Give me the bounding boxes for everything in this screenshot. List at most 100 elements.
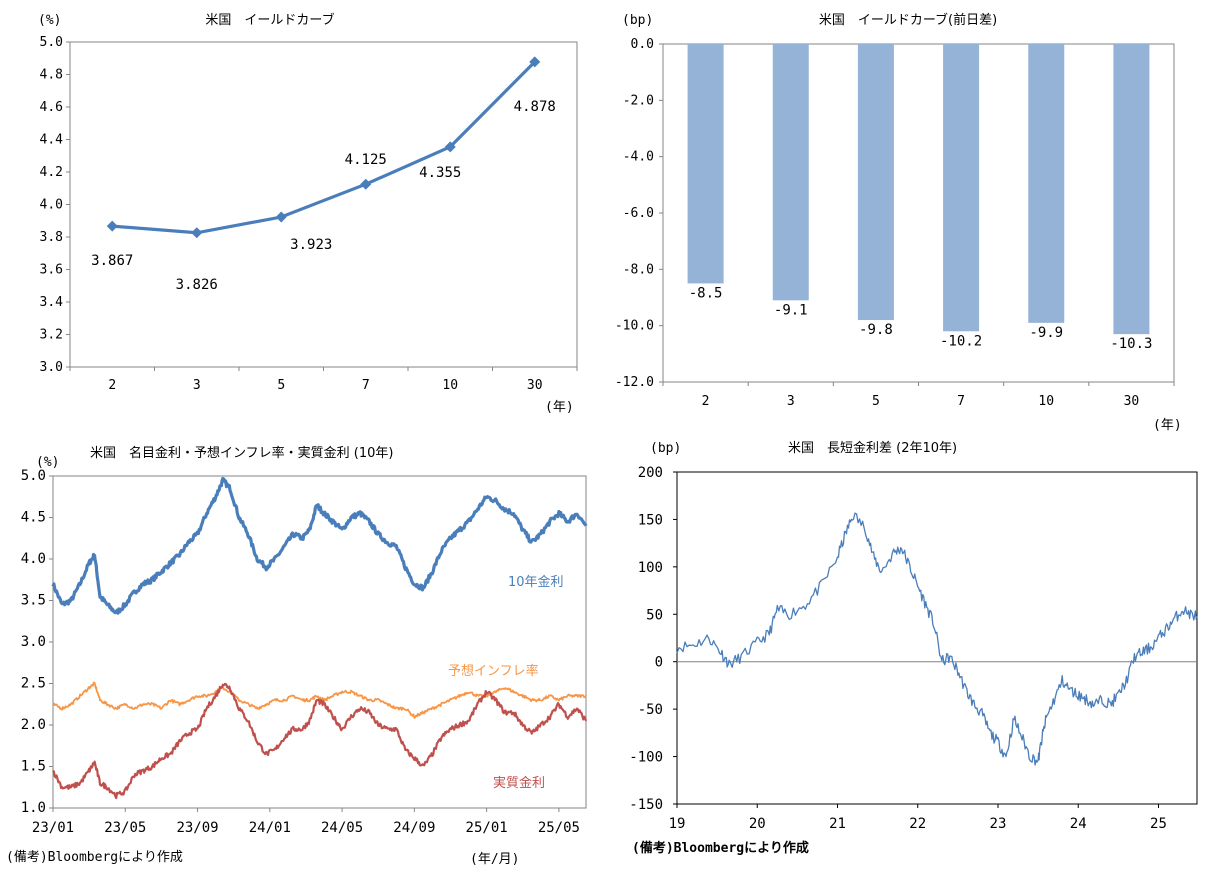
yield-curve-point bbox=[360, 178, 372, 190]
spread-y-tick-label: 200 bbox=[638, 465, 663, 481]
yield-curve-y-tick-label: 3.8 bbox=[40, 230, 63, 245]
spread-x-tick-label: 20 bbox=[749, 816, 766, 832]
yield-curve-y-unit: (%) bbox=[38, 13, 61, 28]
real-rate-line bbox=[52, 682, 588, 800]
yield-curve-point bbox=[275, 211, 287, 223]
daily-change-bar bbox=[687, 44, 724, 284]
daily-change-bar bbox=[772, 44, 809, 301]
yield-curve-data-label: 4.125 bbox=[345, 152, 387, 168]
daily-change-x-tick-label: 10 bbox=[1038, 394, 1054, 409]
daily-change-y-tick-label: -4.0 bbox=[623, 150, 654, 165]
rates-x-tick-label: 24/05 bbox=[321, 820, 363, 836]
rates-x-tick-label: 23/09 bbox=[176, 820, 218, 836]
daily-change-data-label: -9.1 bbox=[774, 302, 808, 318]
spread-y-tick-label: 0 bbox=[655, 655, 663, 671]
spread-y-unit: (bp) bbox=[650, 441, 681, 456]
rates-x-tick-label: 25/05 bbox=[538, 820, 580, 836]
real-rate-annotation: 実質金利 bbox=[493, 775, 545, 791]
rates-y-unit: (%) bbox=[36, 455, 59, 470]
spread-y-tick-label: 150 bbox=[638, 512, 663, 528]
yield-curve-point bbox=[444, 141, 456, 153]
source-note-right: (備考)Bloombergにより作成 bbox=[632, 841, 809, 856]
yield-curve-data-label: 3.826 bbox=[176, 277, 218, 293]
daily-change-data-label: -10.2 bbox=[940, 333, 982, 349]
rates-y-tick-label: 4.5 bbox=[21, 510, 46, 526]
yield-curve-data-label: 4.355 bbox=[419, 165, 461, 181]
rates-plot-frame bbox=[52, 475, 587, 809]
yield-curve-y-tick-label: 5.0 bbox=[40, 35, 63, 50]
yield-curve-data-label: 3.867 bbox=[91, 253, 133, 269]
yield-curve-y-tick-label: 3.6 bbox=[40, 263, 63, 278]
rates-x-tick-label: 25/01 bbox=[466, 820, 508, 836]
daily-change-x-tick-label: 2 bbox=[702, 394, 710, 409]
yield-curve-y-tick-label: 4.8 bbox=[40, 68, 63, 83]
rates-x-tick-label: 23/01 bbox=[32, 820, 74, 836]
yield-curve-line bbox=[112, 60, 536, 235]
rates-y-tick-label: 3.0 bbox=[21, 634, 46, 650]
daily-change-y-tick-label: -8.0 bbox=[623, 262, 654, 277]
yield-curve-x-unit: (年) bbox=[545, 400, 574, 415]
daily-change-title: 米国 イールドカーブ(前日差) bbox=[819, 12, 997, 28]
daily-change-x-tick-label: 5 bbox=[872, 394, 880, 409]
daily-change-x-tick-label: 30 bbox=[1124, 394, 1140, 409]
nominal-rate-annotation: 10年金利 bbox=[508, 574, 564, 590]
yield-curve-y-tick-label: 3.4 bbox=[40, 295, 64, 310]
yield-curve-data-label: 3.923 bbox=[290, 237, 332, 253]
yield-curve-data-label: 4.878 bbox=[514, 99, 556, 115]
yield-curve-x-tick-label: 10 bbox=[442, 378, 458, 393]
daily-change-bar bbox=[1028, 44, 1065, 323]
yield-curve-point bbox=[106, 220, 118, 232]
daily-change-data-label: -8.5 bbox=[689, 285, 723, 301]
yield-curve-point bbox=[529, 56, 541, 68]
yield-curve-x-tick-label: 2 bbox=[108, 378, 116, 393]
rates-x-tick-label: 24/09 bbox=[393, 820, 435, 836]
inflation-annotation: 予想インフレ率 bbox=[448, 663, 539, 679]
nominal-rate-line bbox=[51, 476, 588, 615]
daily-change-x-tick-label: 7 bbox=[957, 394, 965, 409]
yield-curve-y-tick-label: 4.4 bbox=[40, 133, 64, 148]
daily-change-bar bbox=[1113, 44, 1150, 335]
spread-title: 米国 長短金利差 (2年10年) bbox=[788, 440, 957, 456]
time-axis-unit-note: (年/月) bbox=[470, 852, 520, 867]
yield-curve-x-tick-label: 30 bbox=[527, 378, 543, 393]
daily-change-bar bbox=[943, 44, 980, 332]
spread-x-tick-label: 19 bbox=[669, 816, 686, 832]
spread-y-tick-label: 50 bbox=[646, 607, 663, 623]
expected-inflation-line bbox=[52, 681, 587, 719]
daily-change-data-label: -9.9 bbox=[1029, 325, 1063, 341]
spread-x-tick-label: 24 bbox=[1070, 816, 1087, 832]
rates-y-tick-label: 2.0 bbox=[21, 717, 46, 733]
rates-y-tick-label: 5.0 bbox=[21, 468, 46, 484]
yield-curve-y-tick-label: 3.2 bbox=[40, 328, 63, 343]
yield-curve-chart: 米国 イールドカーブ (%) 3.0 3.2 3.4 3.6 3.8 4.0 4.2 4.4 4… bbox=[38, 12, 578, 415]
daily-change-chart: 米国 イールドカーブ(前日差) (bp) -12.0 -10.0 -8.0 -6.0 -… bbox=[615, 12, 1182, 433]
source-note-left: (備考)Bloombergにより作成 bbox=[6, 850, 183, 865]
daily-change-x-unit: (年) bbox=[1153, 418, 1182, 433]
yield-curve-point bbox=[191, 227, 203, 239]
spread-y-tick-label: 100 bbox=[638, 560, 663, 576]
rates-x-tick-label: 23/05 bbox=[104, 820, 146, 836]
yield-curve-y-tick-label: 4.2 bbox=[40, 165, 63, 180]
rates-y-tick-label: 3.5 bbox=[21, 593, 46, 609]
spread-y-tick-label: -150 bbox=[629, 797, 663, 813]
yield-curve-x-tick-label: 7 bbox=[362, 378, 370, 393]
spread-chart: 米国 長短金利差 (2年10年) (bp) -150 -100 -50 0 50 100 1… bbox=[629, 440, 1198, 832]
spread-y-tick-label: -100 bbox=[629, 750, 663, 766]
rates-x-tick-label: 24/01 bbox=[249, 820, 291, 836]
spread-y-tick-label: -50 bbox=[638, 702, 663, 718]
rates-y-tick-label: 1.5 bbox=[21, 759, 46, 775]
yield-curve-plot-frame bbox=[69, 41, 578, 368]
daily-change-data-label: -9.8 bbox=[859, 322, 893, 338]
yield-curve-y-tick-label: 4.0 bbox=[40, 198, 63, 213]
daily-change-y-tick-label: -10.0 bbox=[615, 319, 654, 334]
yield-curve-x-tick-label: 5 bbox=[277, 378, 285, 393]
daily-change-y-unit: (bp) bbox=[622, 13, 653, 28]
daily-change-data-label: -10.3 bbox=[1110, 336, 1152, 352]
yield-curve-y-tick-label: 3.0 bbox=[40, 360, 63, 375]
yield-curve-title: 米国 イールドカーブ bbox=[205, 12, 334, 28]
rates-chart: 米国 名目金利・予想インフレ率・実質金利 (10年) (%) 1.0 1.5 2.0… bbox=[21, 445, 588, 836]
daily-change-x-tick-label: 3 bbox=[787, 394, 795, 409]
daily-change-bar bbox=[857, 44, 894, 321]
rates-y-tick-label: 4.0 bbox=[21, 551, 46, 567]
